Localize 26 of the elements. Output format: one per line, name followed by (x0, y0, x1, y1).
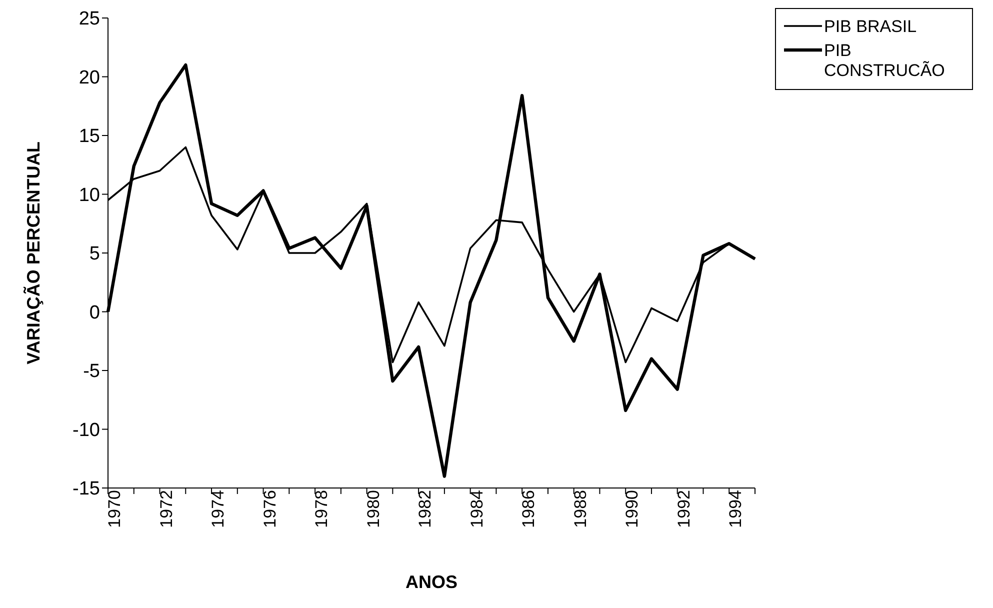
x-tick-label: 1976 (260, 490, 280, 528)
x-tick-label: 1984 (467, 490, 486, 528)
x-tick-label: 1982 (416, 490, 435, 528)
y-tick-label: 20 (78, 67, 100, 88)
y-axis-title: VARIAÇÃO PERCENTUAL (22, 142, 44, 364)
y-tick-label: 25 (78, 8, 100, 30)
x-tick-label: 1986 (519, 490, 538, 528)
x-tick-label: 1990 (622, 490, 642, 528)
x-tick-label: 1988 (570, 490, 590, 528)
y-tick-label: 15 (78, 126, 100, 148)
x-tick-label: 1992 (674, 490, 694, 528)
x-tick-label: 1980 (364, 490, 383, 528)
x-axis-title: ANOS (405, 572, 458, 592)
x-tick-label: 1974 (208, 490, 228, 528)
x-tick-label: 1970 (105, 490, 124, 528)
y-tick-label: -15 (72, 478, 100, 500)
x-tick-label: 1972 (156, 490, 176, 528)
x-tick-label: 1978 (312, 490, 332, 528)
x-tick-label: 1994 (726, 490, 746, 528)
y-tick-label: 0 (89, 302, 100, 324)
y-tick-label: -10 (72, 420, 100, 441)
y-tick-label: 10 (78, 184, 100, 206)
legend-label: PIB BRASIL (824, 17, 917, 37)
y-tick-label: 5 (89, 244, 100, 265)
y-tick-label: -5 (83, 361, 100, 382)
legend-label: PIB CONSTRUCÃO (824, 41, 946, 81)
